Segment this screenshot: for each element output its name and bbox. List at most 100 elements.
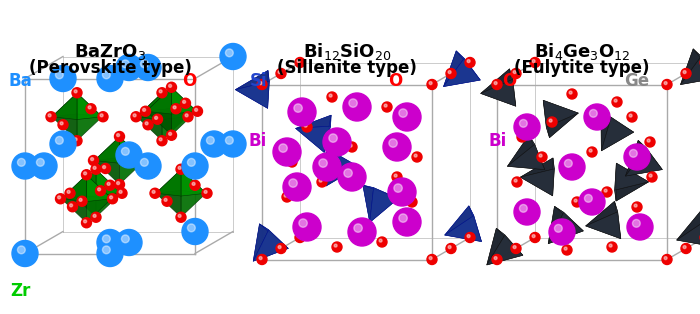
Polygon shape bbox=[62, 196, 87, 223]
Circle shape bbox=[348, 218, 376, 246]
Text: O: O bbox=[388, 72, 402, 90]
Circle shape bbox=[102, 71, 111, 79]
Text: Bi$_4$Ge$_3$O$_{12}$: Bi$_4$Ge$_3$O$_{12}$ bbox=[534, 41, 630, 62]
Circle shape bbox=[135, 55, 161, 80]
Circle shape bbox=[72, 88, 82, 98]
Circle shape bbox=[69, 204, 73, 207]
Polygon shape bbox=[136, 93, 162, 117]
Circle shape bbox=[276, 68, 286, 78]
Polygon shape bbox=[486, 228, 505, 265]
Circle shape bbox=[193, 106, 202, 116]
Circle shape bbox=[329, 94, 332, 97]
Circle shape bbox=[173, 106, 176, 109]
Polygon shape bbox=[370, 188, 398, 222]
Polygon shape bbox=[156, 191, 181, 217]
Polygon shape bbox=[295, 115, 331, 128]
Circle shape bbox=[141, 106, 150, 116]
Circle shape bbox=[60, 122, 63, 125]
Circle shape bbox=[55, 137, 63, 144]
Circle shape bbox=[304, 124, 307, 127]
Circle shape bbox=[519, 134, 522, 137]
Circle shape bbox=[169, 132, 172, 135]
Circle shape bbox=[465, 232, 475, 242]
Polygon shape bbox=[295, 126, 330, 152]
Circle shape bbox=[157, 136, 167, 146]
Circle shape bbox=[317, 177, 327, 187]
Circle shape bbox=[93, 214, 96, 217]
Circle shape bbox=[567, 89, 577, 99]
Polygon shape bbox=[77, 114, 102, 141]
Circle shape bbox=[141, 159, 148, 166]
Polygon shape bbox=[626, 140, 662, 176]
Polygon shape bbox=[601, 113, 634, 132]
Circle shape bbox=[549, 119, 552, 122]
Text: Bi: Bi bbox=[248, 132, 266, 150]
Circle shape bbox=[527, 207, 537, 217]
Circle shape bbox=[50, 66, 76, 91]
Polygon shape bbox=[486, 235, 523, 265]
Circle shape bbox=[90, 158, 94, 160]
Polygon shape bbox=[267, 70, 270, 108]
Polygon shape bbox=[601, 117, 634, 151]
Polygon shape bbox=[548, 206, 583, 244]
Circle shape bbox=[81, 170, 92, 180]
Circle shape bbox=[537, 152, 547, 162]
Circle shape bbox=[607, 242, 617, 252]
Circle shape bbox=[259, 82, 262, 84]
Circle shape bbox=[143, 108, 146, 111]
Circle shape bbox=[150, 188, 160, 198]
Circle shape bbox=[50, 131, 76, 157]
Circle shape bbox=[511, 243, 521, 253]
Circle shape bbox=[97, 188, 101, 191]
Text: Ge: Ge bbox=[624, 72, 649, 90]
Polygon shape bbox=[172, 108, 197, 135]
Text: Si: Si bbox=[250, 72, 267, 90]
Polygon shape bbox=[94, 158, 120, 184]
Circle shape bbox=[83, 172, 87, 175]
Circle shape bbox=[399, 109, 407, 117]
Circle shape bbox=[103, 165, 106, 169]
Circle shape bbox=[201, 131, 227, 157]
Polygon shape bbox=[680, 49, 700, 84]
Polygon shape bbox=[295, 115, 331, 152]
Circle shape bbox=[662, 255, 672, 264]
Circle shape bbox=[517, 132, 527, 142]
Circle shape bbox=[383, 133, 411, 161]
Polygon shape bbox=[693, 49, 700, 78]
Circle shape bbox=[278, 246, 281, 249]
Circle shape bbox=[288, 98, 316, 126]
Circle shape bbox=[155, 116, 158, 119]
Circle shape bbox=[399, 214, 407, 222]
Circle shape bbox=[31, 153, 57, 179]
Polygon shape bbox=[543, 100, 578, 127]
Circle shape bbox=[683, 246, 686, 249]
Circle shape bbox=[513, 246, 516, 249]
Circle shape bbox=[143, 158, 146, 160]
Circle shape bbox=[494, 82, 497, 84]
Polygon shape bbox=[553, 158, 554, 196]
Text: Bi: Bi bbox=[488, 132, 506, 150]
Polygon shape bbox=[615, 163, 616, 201]
Circle shape bbox=[153, 114, 162, 124]
Circle shape bbox=[389, 139, 398, 147]
Circle shape bbox=[176, 164, 186, 174]
Polygon shape bbox=[94, 137, 120, 160]
Circle shape bbox=[465, 57, 475, 68]
Polygon shape bbox=[444, 216, 482, 241]
Circle shape bbox=[589, 110, 597, 117]
Polygon shape bbox=[253, 224, 288, 261]
Circle shape bbox=[152, 190, 155, 193]
Circle shape bbox=[282, 192, 292, 202]
Circle shape bbox=[97, 230, 123, 256]
Circle shape bbox=[143, 120, 153, 130]
Polygon shape bbox=[543, 100, 550, 138]
Circle shape bbox=[105, 180, 115, 190]
Circle shape bbox=[183, 112, 193, 122]
Polygon shape bbox=[363, 185, 398, 198]
Circle shape bbox=[609, 244, 612, 247]
Circle shape bbox=[323, 128, 351, 156]
Circle shape bbox=[332, 242, 342, 252]
Circle shape bbox=[188, 224, 195, 232]
Circle shape bbox=[100, 114, 103, 117]
Circle shape bbox=[529, 209, 532, 212]
